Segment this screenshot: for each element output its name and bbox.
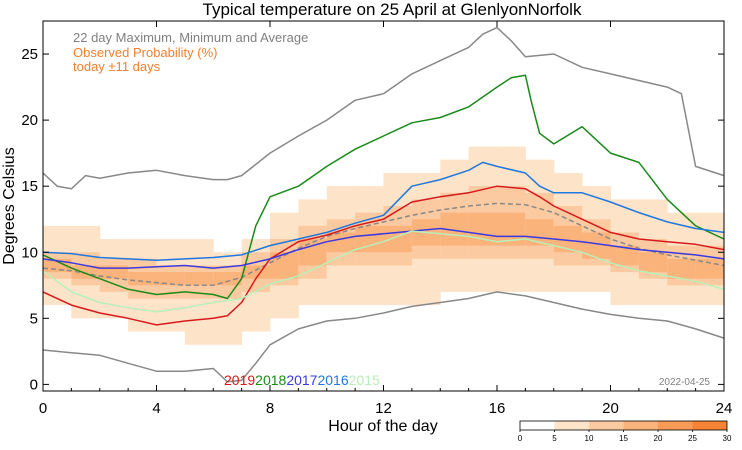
heat-cell-peak-12 [383,225,413,253]
legend-range-title: 22 day Maximum, Minimum and Average [73,30,308,45]
legend-probability-title: Observed Probability (%) [73,45,218,60]
x-tick-label-4: 4 [152,400,160,417]
colorbar-bin-0 [520,421,555,430]
heat-cell-peak-20 [610,245,640,266]
series-line-max [42,26,725,190]
series-line-2017 [42,227,725,269]
series-line-2016 [42,161,725,261]
date-stamp: 2022-04-25 [659,377,711,388]
heat-cell-peak-21 [638,252,668,273]
x-axis: 0 4 8 12 16 20 24 [39,21,733,417]
legend-probability-subtitle: today ±11 days [73,59,161,74]
x-axis-label: Hour of the day [328,418,437,435]
x-tick-label-16: 16 [489,400,506,417]
heat-cell-peak-3 [128,272,157,286]
x-tick-label-12: 12 [375,400,392,417]
y-tick-label-20: 20 [21,112,38,129]
colorbar-tick-label-20: 20 [654,434,663,443]
heat-cell-peak-7 [241,265,271,279]
colorbar-tick-label-10: 10 [585,434,594,443]
series-line-2015 [42,230,725,313]
y-tick-label-5: 5 [30,310,38,327]
y-tick-label-15: 15 [21,178,38,195]
heatmap-layer [43,146,725,345]
y-axis: 0 5 10 15 20 25 [21,46,724,393]
legend-year-2019: 2019 [224,372,255,388]
legend-year-2016: 2016 [317,372,348,388]
heat-cell-peak-6 [213,272,243,286]
y-axis-label: Degrees Celsius [1,147,18,264]
series-line-2019 [42,185,725,326]
colorbar-bin-4 [658,421,693,430]
x-tick-label-0: 0 [39,400,47,417]
series-line-2018 [42,74,725,300]
colorbar-tick-label-30: 30 [723,434,732,443]
heat-cell-peak-23 [695,258,725,279]
colorbar-bin-3 [623,421,658,430]
legend-year-2015: 2015 [349,372,380,388]
colorbar-tick-label-5: 5 [552,434,557,443]
legend-year-2017: 2017 [286,372,317,388]
x-tick-label-20: 20 [602,400,619,417]
series-line-min [42,291,725,383]
colorbar-bin-5 [692,421,727,430]
colorbar-bin-1 [554,421,589,430]
heat-cell-peak-22 [667,258,697,279]
colorbar-tick-label-15: 15 [619,434,628,443]
heat-cell-peak-4 [156,272,186,286]
series-line-average [42,202,725,287]
heat-cell-peak-5 [184,272,214,286]
colorbar-tick-label-0: 0 [518,434,523,443]
year-legend: 20192018201720162015 [224,372,380,388]
colorbar-tick-label-25: 25 [688,434,697,443]
chart-title: Typical temperature on 25 April at Glenl… [203,0,582,19]
legend-year-2018: 2018 [255,372,286,388]
x-tick-label-24: 24 [716,400,733,417]
y-tick-label-0: 0 [30,376,38,393]
y-tick-label-10: 10 [21,244,38,261]
colorbar-bin-2 [589,421,624,430]
heat-cell-peak-17 [525,219,555,246]
x-tick-label-8: 8 [266,400,274,417]
series-layer [42,26,725,383]
y-tick-label-25: 25 [21,46,38,63]
colorbar: 0 5 10 15 20 25 30 [518,420,732,443]
